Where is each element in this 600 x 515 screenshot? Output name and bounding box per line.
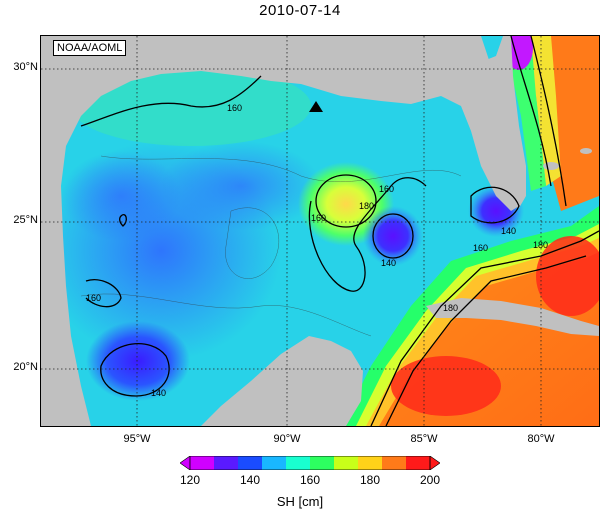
contour-label: 160	[473, 243, 488, 253]
lat-label-30n: 30°N	[13, 61, 38, 73]
credit-label: NOAA/AOML	[53, 40, 127, 56]
colorbar-min-arrow	[180, 456, 191, 470]
colorbar-segment	[406, 456, 431, 470]
lon-label-85w: 85°W	[410, 433, 438, 445]
colorbar-border	[189, 456, 431, 470]
map-canvas: 160 160 160 140 180 140 160 180 160 140 …	[41, 36, 599, 426]
contour-label: 180	[359, 201, 374, 211]
colorbar-segment	[190, 456, 215, 470]
colorbar-segment	[334, 456, 359, 470]
lon-label-95w: 95°W	[123, 433, 151, 445]
sea-height-map: 160 160 160 140 180 140 160 180 160 140 …	[40, 35, 600, 427]
colorbar-tick: 160	[299, 473, 321, 487]
colorbar	[180, 456, 440, 470]
contour-label: 160	[86, 293, 101, 303]
colorbar-tick: 200	[419, 473, 441, 487]
colorbar-label: SH [cm]	[276, 494, 324, 509]
colorbar-tick: 180	[359, 473, 381, 487]
contour-label: 160	[227, 103, 242, 113]
colorbar-segment	[286, 456, 311, 470]
colorbar-segment	[382, 456, 407, 470]
map-title: 2010-07-14	[259, 2, 341, 19]
colorbar-max-arrow	[429, 456, 440, 470]
colorbar-segment	[262, 456, 287, 470]
triangle-marker	[309, 101, 323, 112]
contour-label: 140	[151, 388, 166, 398]
contour-160-north	[80, 75, 262, 127]
contour-label: 160	[311, 213, 326, 223]
contour-label: 180	[443, 303, 458, 313]
lon-label-90w: 90°W	[273, 433, 301, 445]
contour-label: 180	[533, 240, 548, 250]
contour-label: 160	[379, 184, 394, 194]
lon-label-80w: 80°W	[527, 433, 555, 445]
lat-label-20n: 20°N	[13, 361, 38, 373]
colorbar-segment	[214, 456, 239, 470]
colorbar-segment	[238, 456, 263, 470]
colorbar-tick: 120	[179, 473, 201, 487]
contour-label: 140	[501, 226, 516, 236]
colorbar-segment	[310, 456, 335, 470]
contour-label: 140	[381, 258, 396, 268]
colorbar-segment	[358, 456, 383, 470]
lat-label-25n: 25°N	[13, 214, 38, 226]
colorbar-tick: 140	[239, 473, 261, 487]
